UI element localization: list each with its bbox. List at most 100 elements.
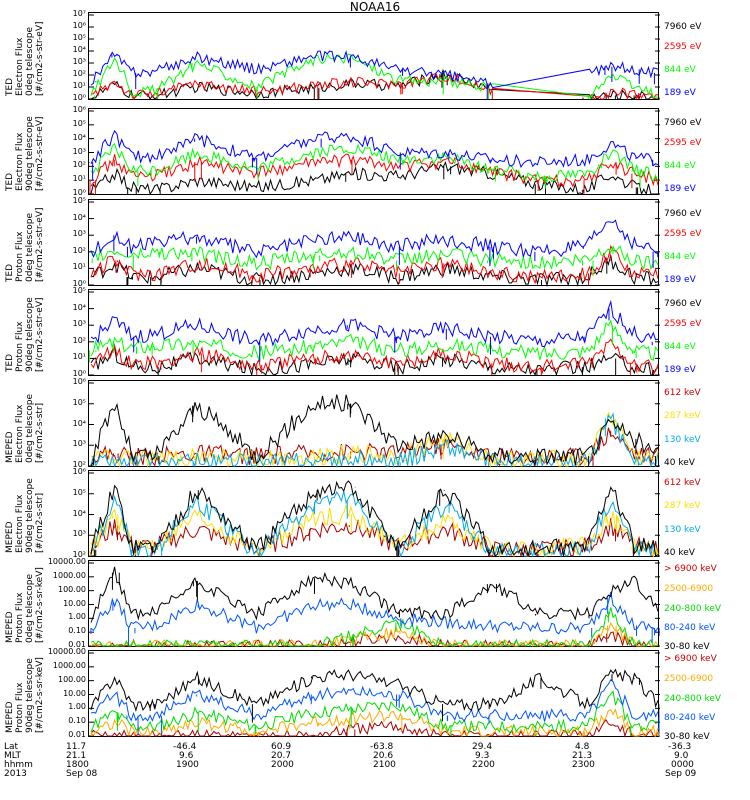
y-tick-label: 10⁶ [72,21,86,30]
y-tick-label: 10⁴ [72,508,86,518]
y-tick-label: 10¹ [72,174,86,184]
legend: > 6900 keV 2500-6900 240-800 keV 80-240 keV… [664,650,750,742]
y-tick-label: 10² [72,460,86,469]
plot-svg [89,562,660,648]
x-row-label: 2013 [4,769,27,779]
y-axis-label-line: [#/cm2-s-str] [35,492,45,553]
legend-item: 30-80 keV [664,732,710,742]
y-tick-label: 10⁰ [72,279,86,288]
series-line-7960-ev [90,161,658,196]
y-axis-label: MEPED Proton Flux 90deg telescope [#/cm2-s-… [5,650,45,737]
y-axis-label-line: [#/cm2-s-str-eV] [35,21,45,96]
y-axis-label: TED Proton Flux 0deg telescope [#/cm2-s-str… [5,199,45,286]
x-tick-label: 20.7 [271,751,292,761]
x-tick-label: -63.8 [370,742,394,752]
series-line-240-800-kev [90,607,658,648]
series-line-844-ev [90,319,659,361]
panel-ted-p-90: TED Proton Flux 90deg telescope [#/cm2-s-st… [0,287,750,378]
series-line-2595-ev [90,338,659,375]
legend-item: 2595 eV [664,229,702,239]
legend-item: 612 keV [664,388,701,398]
x-tick-label: 1800 [66,760,89,770]
x-tick-label: 1900 [176,760,199,770]
legend-item: 80-240 keV [664,713,716,723]
legend-item: 612 keV [664,478,701,488]
y-tick-label: 10⁵ [72,33,86,42]
y-tick-label: 10⁰ [72,188,86,197]
legend-item: 40 keV [664,458,695,468]
y-tick-label: 10³ [72,229,86,239]
legend: 7960 eV 2595 eV 844 eV 189 eV [664,199,750,286]
x-tick-label: 20.6 [373,751,394,761]
y-tick-label: 10⁵ [72,118,86,128]
y-axis-label-line: MEPED [5,521,15,554]
plot-svg [89,14,660,101]
y-tick-label: 10¹ [72,81,86,90]
y-axis-label-line: 0deg telescope [25,573,35,643]
legend-item: 7960 eV [664,22,702,32]
y-axis-label: TED Electron Flux 0deg telescope [#/cm2-s-s… [5,12,45,100]
y-axis-label-line: Electron Flux [15,132,25,191]
x-tick-label: -46.4 [173,742,197,752]
series-line-2500-6900 [90,708,659,738]
y-tick-label: 10² [72,550,86,559]
legend: 612 keV 287 keV 130 keV 40 keV [664,470,750,558]
y-axis-label-line: Proton Flux [15,682,25,733]
y-tick-label: 10.00 [63,598,86,608]
y-tick-label: 10⁵ [72,487,86,497]
legend-item: 2500-6900 [664,584,714,594]
y-axis-label-line: 90deg telescope [25,116,35,191]
series-line-130-kev [90,412,659,468]
y-axis-label-line: [#/cm2-s-sr-keV] [35,567,45,643]
y-axis-label-line: MEPED [5,611,15,644]
y-tick-label: 10⁴ [72,132,86,142]
y-tick-label: 100.00 [58,674,86,684]
y-axis-label-line: TED [5,353,15,372]
plot-svg [89,382,660,468]
plot-frame [88,289,660,377]
y-tick-label: 1000.00 [52,570,86,580]
y-tick-label: 10² [72,245,86,255]
legend-item: 7960 eV [664,209,702,219]
x-tick-label: 9.3 [475,751,490,761]
y-tick-label: 10⁴ [72,45,86,54]
legend-item: 287 keV [664,411,701,421]
legend-item: 2500-6900 [664,674,714,684]
y-tick-label: 0.10 [68,716,86,726]
plot-svg [89,201,660,287]
y-tick-label: 10² [72,335,86,345]
series-line-844-ev [90,142,659,183]
x-tick-label: 2200 [472,760,495,770]
y-axis-label-line: TED [5,172,15,191]
x-tick-label: 60.9 [271,742,292,752]
plot-svg [89,291,660,377]
plot-frame [88,199,660,287]
y-tick-label: 10⁶ [72,377,86,386]
y-tick-label: 10.00 [63,688,86,698]
legend-item: > 6900 keV [664,564,717,574]
y-tick-label: 10⁵ [72,397,86,407]
y-tick-label: 1.00 [68,702,86,712]
y-axis-label-line: [#/cm2-s-sr-keV] [35,657,45,733]
series-line-7960-ev [90,255,659,287]
x-tick-label: 0000 [671,760,694,770]
y-tick-label: 10⁶ [72,467,86,476]
x-tick-label: -36.3 [668,742,692,752]
x-tick-label: 29.4 [472,742,493,752]
y-axis-label-line: TED [5,263,15,282]
y-axis-label-line: Electron Flux [15,404,25,463]
panel-ted-e-0: TED Electron Flux 0deg telescope [#/cm2-s-s… [0,10,750,102]
plot-svg [89,652,660,738]
legend-item: 189 eV [664,365,696,375]
plot-frame [88,380,660,468]
y-axis-label-line: MEPED [5,431,15,464]
y-axis-label-line: 90deg telescope [25,297,35,372]
y-axis-label-line: [#/cm2-s-str-eV] [35,297,45,372]
y-tick-label: 10⁴ [72,212,86,222]
page-title: NOAA16 [349,0,401,14]
y-axis-label-line: [#/cm2-s-str-eV] [35,207,45,282]
y-axis-label-line: MEPED [5,701,15,734]
legend-item: 2595 eV [664,138,702,148]
y-axis-label-line: Electron Flux [15,37,25,96]
panel-ted-e-90: TED Electron Flux 90deg telescope [#/cm2-s-… [0,106,750,197]
